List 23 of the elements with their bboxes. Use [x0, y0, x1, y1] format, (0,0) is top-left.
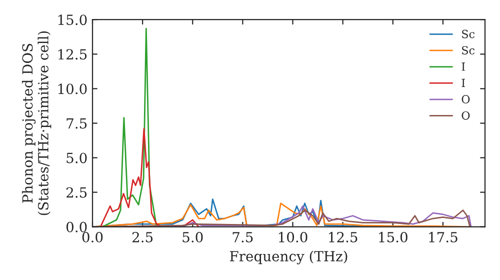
legend-label: I [462, 62, 465, 71]
legend-label: O [462, 111, 470, 120]
y-tick-label: 7.5 [66, 118, 87, 129]
y-axis-title: Phonon projected DOS (States/THz·primitive cell) [22, 31, 52, 216]
x-tick-label: 2.5 [132, 232, 153, 242]
x-tick-label: 10.0 [278, 232, 308, 242]
y-tick-label: 10.0 [58, 84, 87, 94]
legend-label: Sc [462, 30, 474, 38]
legend-label: O [462, 95, 470, 104]
x-tick-label: 17.5 [429, 232, 458, 242]
y-tick-label: 15.0 [58, 14, 87, 26]
legend-label: Sc [462, 46, 474, 55]
y-tick-label: 5.0 [66, 152, 87, 164]
x-tick-label: 0.0 [82, 232, 103, 242]
x-tick-label: 5.0 [182, 232, 203, 242]
y-tick-label: 0.0 [66, 222, 87, 232]
x-tick-label: 12.5 [329, 232, 358, 242]
legend-label: I [462, 78, 465, 87]
x-tick-label: 7.5 [232, 232, 253, 242]
x-tick-label: 15.0 [379, 232, 408, 242]
y-tick-label: 2.5 [66, 187, 87, 198]
x-axis-title: Frequency (THz) [230, 250, 348, 264]
y-tick-label: 12.5 [58, 49, 87, 60]
